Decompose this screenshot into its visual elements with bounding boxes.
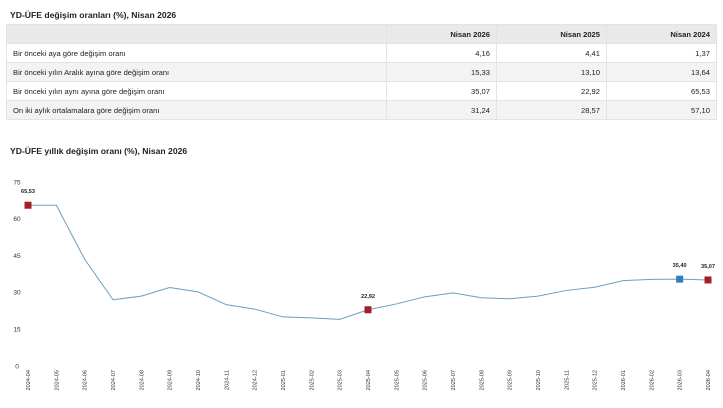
data-point-marker (24, 201, 32, 209)
table-row: Bir önceki aya göre değişim oranı 4,16 4… (6, 43, 717, 63)
x-tick-label: 2025-10 (536, 370, 542, 391)
table-title: YD-ÜFE değişim oranları (%), Nisan 2026 (10, 10, 177, 20)
x-axis: 2024-04 2024-05 2024-06 2024-07 2024-08 2024-… (26, 370, 712, 391)
data-label: 65,53 (21, 189, 35, 195)
table-cell: 31,24 (386, 100, 497, 120)
x-tick-label: 2024-11 (224, 370, 230, 390)
x-tick-label: 2025-09 (508, 370, 514, 391)
table-cell: 57,10 (606, 100, 717, 120)
table-cell: 35,07 (386, 81, 497, 101)
chart-title: YD-ÜFE yıllık değişim oranı (%), Nisan 2… (10, 146, 188, 156)
row-label: On iki aylık ortalamalara göre değişim o… (6, 100, 387, 120)
x-tick-label: 2025-08 (479, 370, 485, 391)
x-tick-label: 2026-02 (649, 370, 655, 391)
annual-change-line-chart: 0 15 30 45 60 75 2024-04 2024-05 2024-06 2024-07… (13, 179, 715, 391)
series-group (27, 204, 709, 320)
table-cell: 1,37 (606, 43, 717, 63)
x-tick-label: 2024-10 (196, 370, 202, 391)
x-tick-label: 2024-04 (26, 370, 32, 391)
y-tick-label: 75 (13, 179, 21, 186)
change-rates-table: Nisan 2026 Nisan 2025 Nisan 2024 Bir önc… (6, 24, 717, 120)
data-label: 35,40 (673, 263, 687, 269)
y-tick-label: 45 (13, 253, 21, 260)
x-tick-label: 2025-02 (309, 370, 315, 391)
x-tick-label: 2024-07 (111, 370, 117, 391)
table-row: On iki aylık ortalamalara göre değişim o… (6, 100, 717, 120)
x-tick-label: 2025-11 (564, 370, 570, 390)
x-tick-label: 2025-06 (423, 370, 429, 391)
y-tick-label: 15 (13, 327, 21, 334)
x-tick-label: 2026-01 (621, 370, 627, 391)
column-header-nisan-2024: Nisan 2024 (606, 24, 717, 44)
x-tick-label: 2024-05 (54, 370, 60, 391)
row-label: Bir önceki yılın Aralık ayına göre değiş… (6, 62, 387, 82)
x-tick-label: 2025-04 (366, 370, 372, 391)
x-tick-label: 2026-03 (678, 370, 684, 391)
data-point-marker (676, 275, 684, 283)
highlight-markers: 65,53 22,92 35,40 35,07 (21, 189, 715, 314)
data-point-marker (704, 276, 712, 284)
x-tick-label: 2025-01 (281, 370, 287, 391)
row-label: Bir önceki aya göre değişim oranı (6, 43, 387, 63)
table-cell: 15,33 (386, 62, 497, 82)
table-cell: 65,53 (606, 81, 717, 101)
x-tick-label: 2025-03 (338, 370, 344, 391)
table-cell: 28,57 (496, 100, 607, 120)
x-tick-label: 2024-12 (253, 370, 259, 391)
data-label: 35,07 (701, 264, 715, 270)
y-tick-label: 60 (13, 216, 21, 223)
table-header-row: Nisan 2026 Nisan 2025 Nisan 2024 (6, 24, 717, 44)
column-header-nisan-2026: Nisan 2026 (386, 24, 497, 44)
data-label: 22,92 (361, 294, 375, 300)
y-tick-label: 30 (13, 290, 21, 297)
x-tick-label: 2024-08 (139, 370, 145, 391)
table-cell: 22,92 (496, 81, 607, 101)
data-point-marker (364, 306, 372, 314)
x-tick-label: 2026-04 (706, 370, 712, 391)
y-tick-label: 0 (15, 363, 19, 370)
table-cell: 13,64 (606, 62, 717, 82)
x-tick-label: 2025-05 (394, 370, 400, 391)
column-header-nisan-2025: Nisan 2025 (496, 24, 607, 44)
x-tick-label: 2025-07 (451, 370, 457, 391)
series-line (27, 204, 709, 320)
row-label: Bir önceki yılın aynı ayına göre değişim… (6, 81, 387, 101)
table-row: Bir önceki yılın aynı ayına göre değişim… (6, 81, 717, 101)
x-tick-label: 2024-09 (168, 370, 174, 391)
table-cell: 4,41 (496, 43, 607, 63)
table-cell: 4,16 (386, 43, 497, 63)
table-cell: 13,10 (496, 62, 607, 82)
y-axis: 0 15 30 45 60 75 (13, 179, 21, 370)
x-tick-label: 2025-12 (593, 370, 599, 391)
table-row: Bir önceki yılın Aralık ayına göre değiş… (6, 62, 717, 82)
column-header-blank (6, 24, 387, 44)
x-tick-label: 2024-06 (83, 370, 89, 391)
